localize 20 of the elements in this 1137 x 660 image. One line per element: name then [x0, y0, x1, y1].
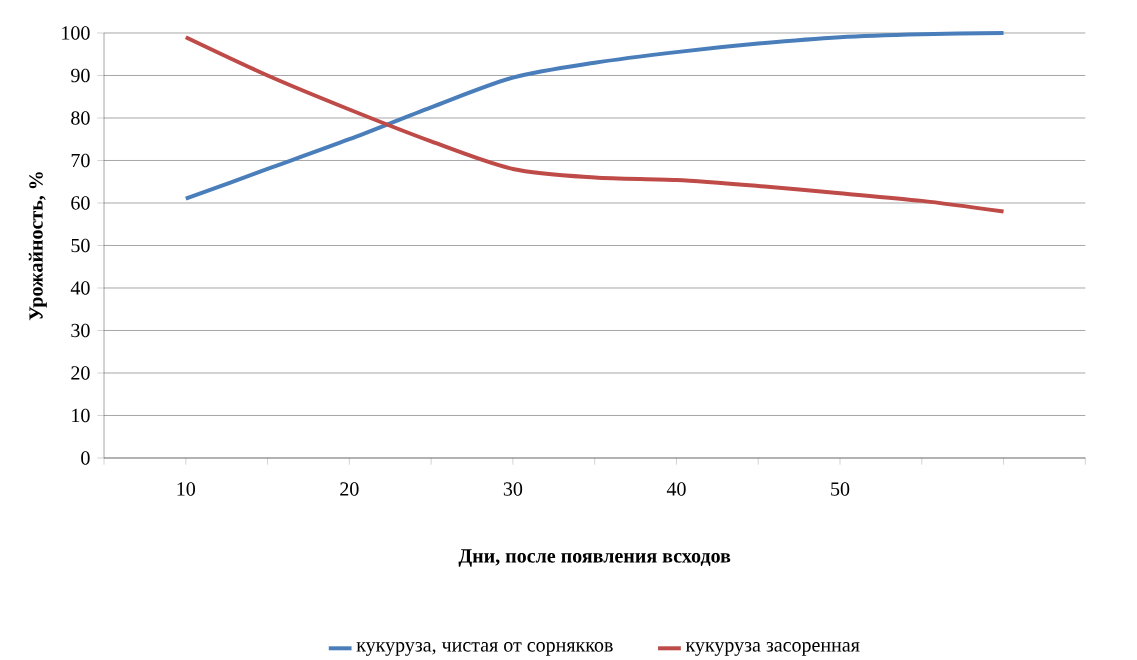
y-tick-label: 40 — [70, 281, 90, 295]
y-axis-title: Урожайность, % — [28, 172, 47, 321]
legend-label: кукуруза, чистая от сорнякков — [356, 642, 613, 656]
y-tick-label: 90 — [71, 68, 90, 83]
x-tick-label: 40 — [666, 482, 686, 496]
x-tick-label: 50 — [831, 482, 850, 496]
x-tick-label: 30 — [503, 482, 523, 496]
y-tick-label: 30 — [71, 323, 90, 338]
x-tick-label: 20 — [340, 482, 359, 496]
x-axis-title: Дни, после появления всходов — [458, 549, 731, 567]
y-tick-label: 100 — [62, 26, 90, 40]
x-tick-label: 10 — [177, 482, 196, 496]
y-tick-label: 0 — [81, 451, 90, 465]
legend-label: кукуруза засоренная — [685, 642, 860, 656]
y-tick-label: 10 — [72, 408, 90, 423]
y-tick-label: 20 — [71, 366, 90, 380]
y-tick-label: 70 — [71, 153, 90, 168]
y-tick-label: 50 — [71, 238, 90, 253]
y-tick-label: 60 — [71, 196, 90, 210]
y-tick-label: 80 — [71, 111, 90, 125]
